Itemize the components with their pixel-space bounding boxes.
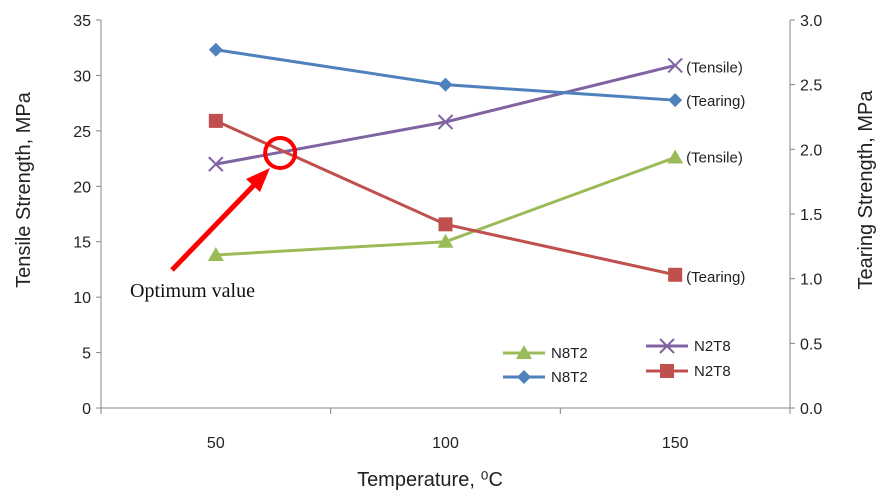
data-point [208, 156, 224, 172]
left-tick-label: 0 [82, 401, 91, 418]
legend-label: N2T8 [694, 338, 731, 355]
legend-label: N8T2 [551, 369, 588, 386]
data-point [208, 42, 223, 57]
right-tick-label: 1.5 [800, 207, 822, 224]
legend-item: N8T2 [503, 345, 588, 362]
series-n8t2-right: (Tearing) [208, 42, 745, 110]
data-point [668, 93, 683, 108]
right-tick-label: 0.0 [800, 401, 822, 418]
legend-item: N2T8 [646, 338, 731, 355]
right-tick-label: 0.5 [800, 336, 822, 353]
x-tick-label: 150 [662, 435, 689, 452]
right-tick-label: 3.0 [800, 13, 822, 30]
left-tick-label: 30 [73, 68, 91, 85]
annotation: Optimum value [130, 136, 298, 302]
series-end-label: (Tearing) [686, 269, 745, 286]
left-axis-title: Tensile Strength, MPa [13, 91, 35, 288]
series-n2t8-left: (Tensile) [208, 57, 743, 172]
x-axis-title: Temperature, ⁰C [357, 469, 503, 491]
data-point-stroke [437, 114, 454, 130]
data-point [208, 113, 223, 128]
series-layer: (Tensile) (Tensile) (Tearing) (Tearing) [207, 42, 745, 286]
data-point [438, 217, 453, 232]
series-n8t2-left: (Tensile) [207, 149, 743, 262]
series-line [215, 48, 676, 102]
legend-item: N8T2 [503, 369, 588, 386]
left-tick-label: 10 [73, 290, 91, 307]
series-n2t8-right: (Tearing) [208, 113, 745, 286]
legend-swatch-marker [516, 345, 532, 359]
right-tick-label: 2.5 [800, 78, 822, 95]
legend: N8T2 N8T2 N2T8 N2T8 [503, 338, 731, 386]
legend-swatch-marker-stroke [659, 338, 675, 354]
data-point [667, 57, 683, 74]
left-tick-label: 35 [73, 13, 91, 30]
axes: 0 5 10 15 20 25 30 35 0.0 0.5 1.0 1.5 2.0 2.5 3.0 50 100… [73, 13, 822, 452]
data-point-stroke [667, 57, 683, 74]
left-tick-label: 20 [73, 179, 91, 196]
legend-swatch-marker [660, 364, 674, 378]
series-end-label: (Tearing) [686, 93, 745, 110]
optimum-arrowhead [246, 168, 270, 192]
optimum-arrow-shaft [170, 179, 260, 272]
legend-label: N2T8 [694, 363, 731, 380]
left-tick-label: 15 [73, 235, 91, 252]
optimum-label: Optimum value [130, 280, 255, 302]
right-tick-label: 2.0 [800, 142, 822, 159]
legend-label: N8T2 [551, 345, 588, 362]
legend-swatch-marker [659, 338, 675, 354]
right-tick-label: 1.0 [800, 272, 822, 289]
x-tick-label: 50 [207, 435, 225, 452]
legend-item: N2T8 [646, 363, 731, 380]
data-point [207, 247, 224, 262]
data-point [437, 233, 454, 248]
legend-swatch-marker [517, 370, 531, 384]
x-tick-label: 100 [432, 435, 459, 452]
series-end-label: (Tensile) [686, 59, 743, 76]
data-point-stroke [208, 156, 224, 172]
series-end-label: (Tensile) [686, 149, 743, 166]
right-axis-title: Tearing Strength, MPa [855, 90, 877, 290]
data-point [437, 114, 454, 130]
optimum-circle [263, 136, 298, 171]
data-point [668, 267, 683, 282]
data-point [667, 149, 684, 164]
left-tick-label: 25 [73, 124, 91, 141]
left-tick-label: 5 [82, 346, 91, 363]
data-point [438, 77, 453, 92]
